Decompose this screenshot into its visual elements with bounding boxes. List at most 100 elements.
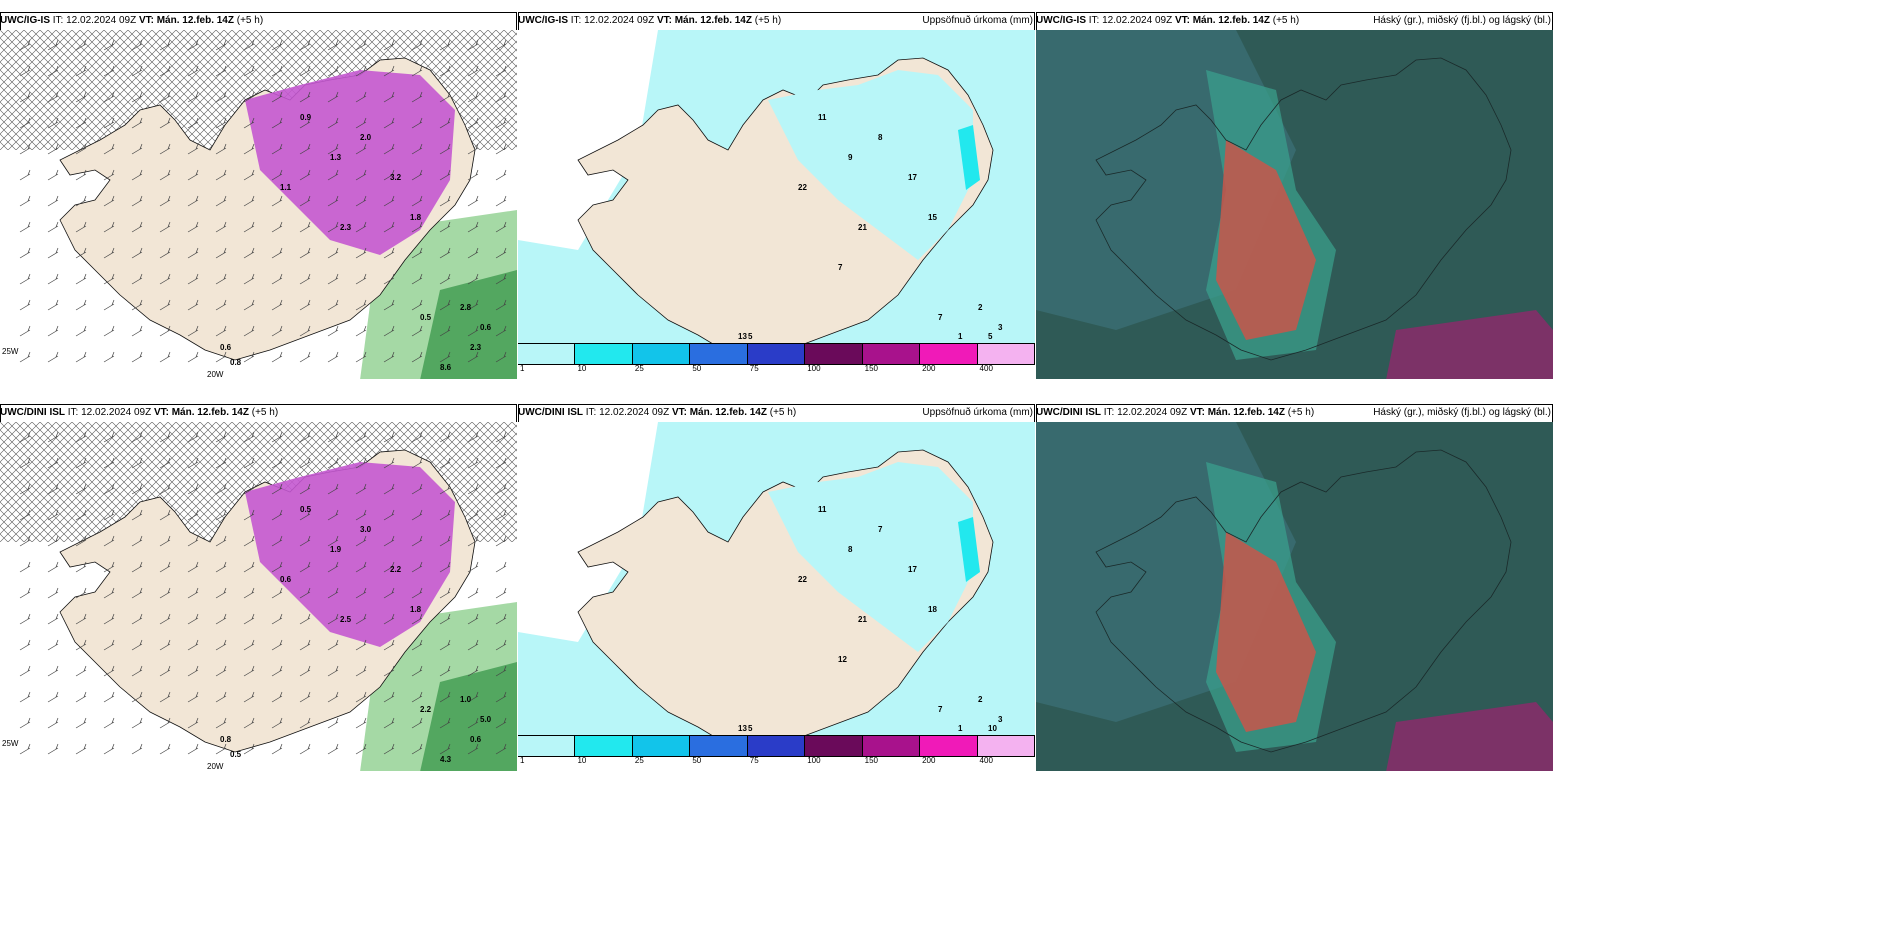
wind-barb bbox=[439, 143, 451, 155]
wind-barb bbox=[271, 691, 283, 703]
legend-color-bar bbox=[518, 343, 1035, 365]
wind-barb bbox=[187, 143, 199, 155]
legend-swatch bbox=[518, 344, 576, 364]
lat-label: 25W bbox=[2, 739, 19, 748]
wind-barb bbox=[187, 247, 199, 259]
wind-barb bbox=[103, 351, 115, 363]
wind-barb bbox=[187, 561, 199, 573]
value-label: 2.2 bbox=[390, 565, 402, 574]
value-label: 1 bbox=[958, 332, 963, 341]
value-label: 11 bbox=[818, 113, 827, 122]
panel-title: Uppsöfnuð úrkoma (mm) bbox=[922, 15, 1033, 26]
magenta-precip-area bbox=[245, 70, 455, 255]
wind-barb bbox=[187, 221, 199, 233]
wind-barb bbox=[299, 535, 311, 547]
wind-barb bbox=[131, 535, 143, 547]
value-label: 2 bbox=[978, 695, 983, 704]
wind-barb bbox=[271, 195, 283, 207]
value-label: 7 bbox=[878, 525, 883, 534]
wind-barb bbox=[299, 195, 311, 207]
wind-barb bbox=[243, 195, 255, 207]
wind-barb bbox=[215, 639, 227, 651]
wind-barb bbox=[243, 691, 255, 703]
value-label: 12 bbox=[838, 655, 847, 664]
wind-barb bbox=[215, 587, 227, 599]
map-panel-r2c2: UWC/DINI ISL IT: 12.02.2024 09Z VT: Mán.… bbox=[518, 404, 1035, 771]
wind-barb bbox=[47, 561, 59, 573]
wind-barb bbox=[47, 65, 59, 77]
lead-time: (+5 h) bbox=[1284, 407, 1315, 418]
wind-barb bbox=[75, 639, 87, 651]
wind-barb bbox=[439, 221, 451, 233]
wind-barb bbox=[243, 351, 255, 363]
wind-barb bbox=[215, 65, 227, 77]
wind-barb bbox=[271, 509, 283, 521]
wind-barb bbox=[271, 117, 283, 129]
cloud-map bbox=[1036, 30, 1553, 379]
wind-barb bbox=[47, 691, 59, 703]
wind-barb bbox=[467, 665, 479, 677]
wind-barb bbox=[159, 639, 171, 651]
wind-barb bbox=[75, 483, 87, 495]
wind-barb bbox=[271, 325, 283, 337]
lead-time: (+5 h) bbox=[248, 407, 279, 418]
legend-label: 200 bbox=[922, 756, 936, 765]
wind-barb bbox=[215, 535, 227, 547]
wind-map: 20W 25W 0.9 1.3 2.0 3.2 1.8 2.3 1.1 0.6 0.8 0.5 2.8 8… bbox=[0, 30, 517, 379]
legend-swatch bbox=[518, 736, 576, 756]
wind-barb bbox=[103, 535, 115, 547]
wind-barb bbox=[19, 431, 31, 443]
value-label: 22 bbox=[798, 183, 807, 192]
wind-barb bbox=[355, 39, 367, 51]
wind-barb bbox=[103, 299, 115, 311]
legend-label: 50 bbox=[692, 756, 702, 765]
wind-barb bbox=[215, 273, 227, 285]
wind-barb bbox=[327, 195, 339, 207]
value-label: 1.9 bbox=[330, 545, 342, 554]
wind-barb bbox=[495, 431, 507, 443]
wind-barb bbox=[243, 639, 255, 651]
value-label: 13 bbox=[738, 332, 747, 341]
wind-barb bbox=[19, 665, 31, 677]
wind-barb bbox=[439, 273, 451, 285]
wind-barb bbox=[411, 587, 423, 599]
wind-barb bbox=[383, 431, 395, 443]
wind-barb bbox=[439, 325, 451, 337]
wind-barb bbox=[271, 743, 283, 755]
wind-barb bbox=[131, 221, 143, 233]
wind-barb bbox=[187, 325, 199, 337]
wind-barb bbox=[47, 169, 59, 181]
wind-barb bbox=[19, 587, 31, 599]
wind-barb bbox=[439, 351, 451, 363]
wind-barb bbox=[75, 65, 87, 77]
wind-barb bbox=[131, 743, 143, 755]
wind-barb bbox=[355, 351, 367, 363]
legend-labels: 1 10 25 50 75 100 150 200 400 bbox=[518, 756, 1035, 768]
wind-barb bbox=[355, 247, 367, 259]
wind-barb bbox=[467, 509, 479, 521]
wind-barb bbox=[75, 39, 87, 51]
wind-barb bbox=[327, 169, 339, 181]
wind-barb bbox=[327, 39, 339, 51]
init-time: IT: 12.02.2024 09Z bbox=[1101, 407, 1190, 418]
wind-barb bbox=[495, 639, 507, 651]
wind-barb bbox=[131, 91, 143, 103]
wind-barb bbox=[215, 117, 227, 129]
wind-barb bbox=[383, 691, 395, 703]
wind-barb bbox=[495, 299, 507, 311]
high-cloud bbox=[1216, 140, 1316, 340]
wind-barb bbox=[495, 561, 507, 573]
wind-barb bbox=[47, 587, 59, 599]
wind-barb bbox=[495, 691, 507, 703]
value-label: 0.6 bbox=[470, 735, 482, 744]
map-panel-r2c1: UWC/DINI ISL IT: 12.02.2024 09Z VT: Mán.… bbox=[0, 404, 517, 771]
wind-barb bbox=[439, 247, 451, 259]
value-label: 18 bbox=[928, 605, 937, 614]
wind-barb bbox=[411, 299, 423, 311]
wind-barb bbox=[411, 351, 423, 363]
wind-barb bbox=[383, 483, 395, 495]
magenta-precip-area bbox=[245, 462, 455, 647]
wind-barb bbox=[299, 117, 311, 129]
value-label: 10 bbox=[988, 724, 997, 733]
